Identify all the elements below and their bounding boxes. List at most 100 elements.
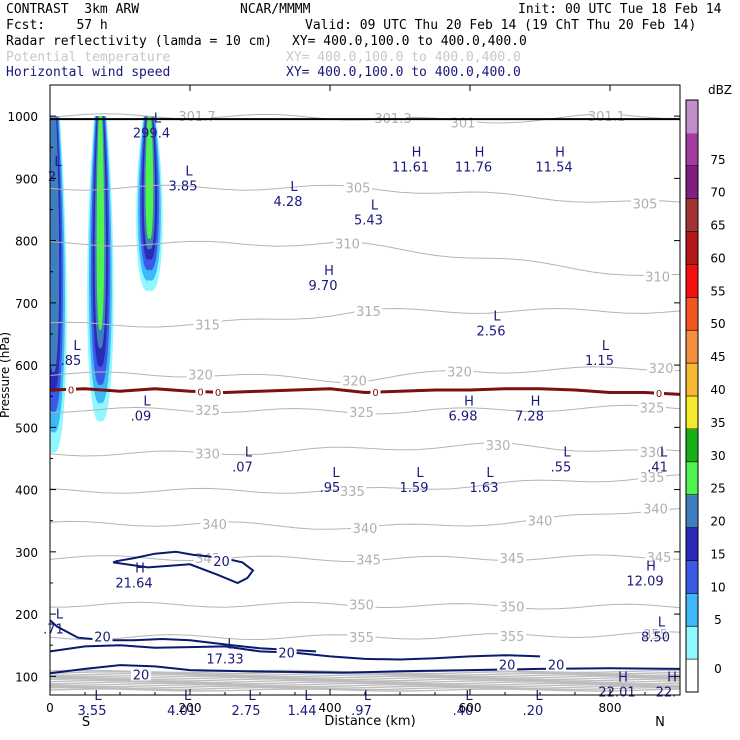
- extremum-type-28: L: [290, 180, 298, 195]
- colorbar: 0 5 10 15 20 25 30 35 40 45 50 55 60 65 70 75: [685, 99, 726, 693]
- theta-label-320-1: 320: [342, 375, 367, 390]
- y-tick-label-200: 200: [15, 608, 38, 622]
- extremum-value-21: 6.98: [449, 410, 478, 425]
- colorbar-segment-3: [686, 560, 698, 594]
- extremum-value-6: .20: [523, 704, 544, 719]
- theta-label-305-1: 305: [633, 197, 658, 212]
- field-wind-xy: XY= 400.0,100.0 to 400.0,400.0: [286, 65, 521, 80]
- colorbar-segment-6: [686, 461, 698, 496]
- extremum-type-7: H: [618, 670, 628, 685]
- extremum-type-6: L: [535, 689, 543, 704]
- theta-label-bg: [638, 400, 666, 414]
- colorbar-label-20: 20: [710, 515, 725, 529]
- theta-label-335-0: 335: [340, 485, 365, 500]
- extremum-value-7: 22.01: [598, 685, 635, 700]
- theta-label-335-1: 335: [640, 471, 665, 486]
- wind-label-bg: [497, 657, 518, 671]
- theta-label-310-0: 310: [335, 238, 360, 253]
- wind-label-bg: [131, 667, 151, 681]
- theta-packed-contour: [50, 673, 680, 678]
- extremum-type-29: L: [185, 164, 193, 179]
- wind-contour-2: [50, 619, 317, 653]
- wind-contour-0: [50, 664, 680, 675]
- theta-packed-contour: [50, 686, 680, 691]
- extremum-type-16: L: [486, 466, 494, 481]
- theta-label-bg: [344, 180, 372, 194]
- extremum-value-28: 4.28: [274, 195, 303, 210]
- colorbar-unit: dBZ: [708, 83, 732, 97]
- colorbar-segment-16: [686, 132, 698, 167]
- theta-label-320-2: 320: [447, 365, 472, 380]
- extremum-value-14: .95: [320, 481, 341, 496]
- extremum-value-10: .71: [43, 622, 64, 637]
- colorbar-label-5: 5: [714, 613, 722, 627]
- extremum-type-13: H: [646, 560, 656, 575]
- colorbar-segment-14: [686, 198, 698, 233]
- colorbar-segment-11: [686, 297, 698, 331]
- theta-label-bg: [445, 364, 474, 378]
- freezing-level-line: [50, 387, 680, 396]
- extremum-type-18: L: [563, 446, 571, 461]
- theta-packed-contour: [50, 678, 680, 682]
- colorbar-segment-1: [686, 626, 698, 660]
- extremum-type-4: L: [364, 689, 372, 704]
- extremum-type-27: L: [371, 198, 379, 213]
- theta-label-340-1: 340: [353, 522, 378, 537]
- x-tick-label-800: 800: [599, 701, 622, 715]
- theta-label-bg: [338, 483, 367, 497]
- colorbar-label-45: 45: [710, 350, 725, 364]
- extremum-type-11: L: [658, 616, 666, 631]
- theta-contour-310: [50, 240, 680, 277]
- theta-label-325-1: 325: [349, 406, 374, 421]
- theta-label-bg: [354, 303, 383, 317]
- wind-label-3: 20: [499, 659, 516, 674]
- theta-label-bg: [193, 317, 222, 331]
- colorbar-label-55: 55: [710, 284, 725, 298]
- theta-label-bg: [186, 367, 215, 381]
- wind-label-bg: [92, 629, 113, 643]
- extremum-value-12: 21.64: [115, 576, 152, 591]
- reflectivity-cell-1-band-5: [96, 116, 105, 331]
- theta-label-355-0: 355: [349, 631, 374, 646]
- colorbar-label-25: 25: [710, 482, 725, 496]
- theta-packed-contour: [50, 682, 680, 687]
- extremum-type-5: L: [465, 689, 473, 704]
- reflectivity-cell-2-band-5: [145, 116, 154, 240]
- wind-label-bg: [211, 554, 232, 568]
- reflectivity-cell-0-band-4: [50, 116, 60, 372]
- theta-label-355-2: 355: [643, 628, 668, 643]
- theta-label-bg: [340, 373, 369, 387]
- extremum-type-15: L: [416, 466, 424, 481]
- extremum-type-1: L: [184, 689, 192, 704]
- extremum-value-25: 2.56: [477, 324, 506, 339]
- y-tick-label-300: 300: [15, 546, 38, 560]
- theta-label-305-0: 305: [346, 182, 371, 197]
- colorbar-label-75: 75: [710, 153, 725, 167]
- extremum-type-3: L: [304, 689, 312, 704]
- extremum-type-17: L: [245, 446, 253, 461]
- colorbar-segment-17: [686, 100, 698, 134]
- colorbar-segment-8: [686, 396, 698, 430]
- colorbar-label-65: 65: [710, 219, 725, 233]
- extrema-label-layer: L3.55L4.01L2.75L1.44L.97L.40L.20H22.01H2…: [43, 111, 677, 719]
- field-reflectivity-xy: XY= 400.0,100.0 to 400.0,400.0: [292, 34, 527, 49]
- extremum-value-19: .41: [647, 461, 668, 476]
- y-tick-label-900: 900: [15, 172, 38, 186]
- theta-label-bg: [193, 446, 222, 460]
- theta-label-340-3: 340: [643, 502, 668, 517]
- extremum-type-8: H: [667, 670, 677, 685]
- theta-label-bg: [347, 597, 376, 611]
- y-tick-label-800: 800: [15, 235, 38, 249]
- theta-label-340-0: 340: [202, 518, 227, 533]
- wind-label-0: 20: [133, 668, 150, 683]
- theta-packed-contour: [50, 675, 680, 679]
- wind-label-bg: [546, 657, 567, 671]
- freezing-label-0: 0: [68, 385, 74, 396]
- extremum-value-32: 11.54: [535, 161, 572, 176]
- theta-label-bg: [333, 236, 362, 250]
- extremum-value-2: 2.75: [232, 704, 261, 719]
- freezing-label-1: 0: [197, 388, 203, 399]
- extremum-value-31: 11.76: [455, 161, 492, 176]
- extremum-value-34: 299.4: [133, 126, 170, 141]
